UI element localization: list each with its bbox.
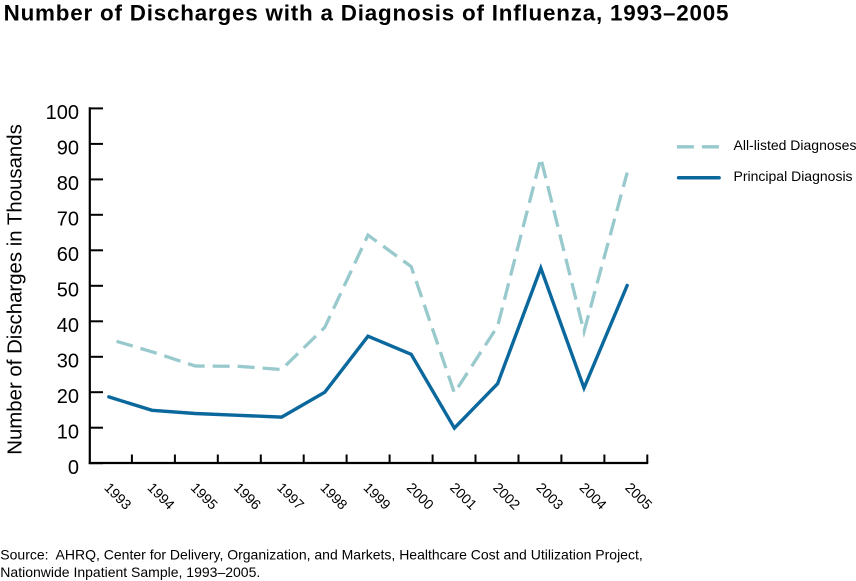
svg-text:30: 30 [57, 351, 79, 373]
svg-text:0: 0 [68, 457, 79, 479]
svg-text:Source: AHRQ, Center for Deli: Source: AHRQ, Center for Delivery, Organ… [0, 547, 642, 563]
svg-text:80: 80 [57, 173, 79, 195]
svg-text:90: 90 [57, 138, 79, 160]
svg-text:50: 50 [57, 280, 79, 302]
svg-text:20: 20 [57, 386, 79, 408]
svg-text:100: 100 [46, 102, 79, 124]
svg-text:Number of Discharges in Thousa: Number of Discharges in Thousands [4, 124, 26, 455]
svg-text:70: 70 [57, 209, 79, 231]
svg-text:Principal Diagnosis: Principal Diagnosis [734, 168, 853, 184]
svg-text:Number of Discharges with a Di: Number of Discharges with a Diagnosis of… [4, 1, 730, 26]
svg-text:40: 40 [57, 315, 79, 337]
svg-text:10: 10 [57, 421, 79, 443]
svg-text:All-listed Diagnoses: All-listed Diagnoses [734, 137, 856, 153]
svg-text:60: 60 [57, 244, 79, 266]
svg-text:Nationwide Inpatient Sample, 1: Nationwide Inpatient Sample, 1993–2005. [0, 564, 260, 580]
